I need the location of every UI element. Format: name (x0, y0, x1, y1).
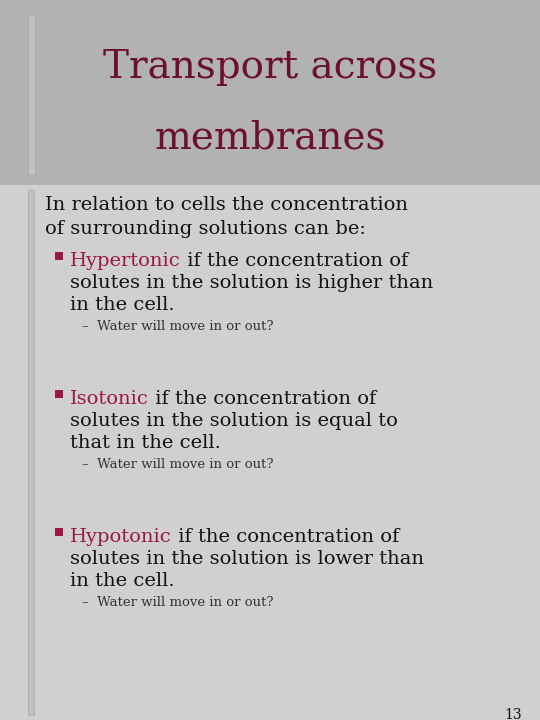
Text: membranes: membranes (154, 120, 386, 156)
Bar (55, 528, 63, 536)
Text: that in the cell.: that in the cell. (70, 434, 221, 452)
Bar (0, 0, 540, 185)
Text: if the concentration of: if the concentration of (181, 252, 408, 270)
Text: Hypertonic: Hypertonic (70, 252, 181, 270)
Bar (55, 252, 63, 260)
Text: solutes in the solution is equal to: solutes in the solution is equal to (70, 412, 398, 430)
Text: solutes in the solution is lower than: solutes in the solution is lower than (70, 550, 424, 568)
Text: in the cell.: in the cell. (70, 296, 174, 314)
Text: Isotonic: Isotonic (70, 390, 149, 408)
Text: if the concentration of: if the concentration of (149, 390, 376, 408)
Text: Hypotonic: Hypotonic (70, 528, 172, 546)
Text: in the cell.: in the cell. (70, 572, 174, 590)
Text: –  Water will move in or out?: – Water will move in or out? (82, 596, 273, 609)
Text: –  Water will move in or out?: – Water will move in or out? (82, 458, 273, 471)
Text: of surrounding solutions can be:: of surrounding solutions can be: (45, 220, 366, 238)
Text: if the concentration of: if the concentration of (172, 528, 399, 546)
Bar (55, 390, 63, 398)
Text: 13: 13 (504, 708, 522, 720)
Bar (28, 15, 35, 175)
Text: solutes in the solution is higher than: solutes in the solution is higher than (70, 274, 433, 292)
Text: In relation to cells the concentration: In relation to cells the concentration (45, 196, 408, 214)
Text: –  Water will move in or out?: – Water will move in or out? (82, 320, 273, 333)
Bar (28, 190, 34, 715)
Text: Transport across: Transport across (103, 50, 437, 86)
Bar (0, 185, 540, 720)
